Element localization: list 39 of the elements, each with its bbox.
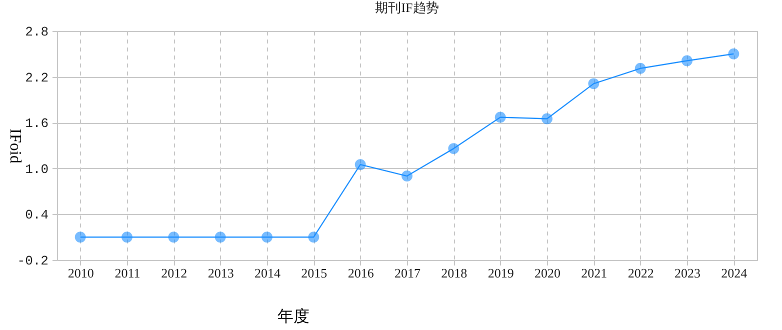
x-tick-label: 2013 (208, 266, 234, 280)
x-tick-label: 2018 (441, 266, 468, 280)
x-tick-label: 2011 (114, 266, 140, 280)
point (308, 232, 320, 243)
x-tick-label: 2016 (348, 266, 374, 280)
point (402, 170, 412, 182)
point (494, 112, 506, 123)
x-tick-label: 2024 (721, 266, 748, 280)
x-tick-label: 2015 (301, 266, 328, 280)
x-tick-label: 2021 (581, 266, 608, 280)
y-tick-label: 2.8 (25, 24, 48, 40)
y-tick-label: 1.6 (25, 116, 48, 132)
point (448, 143, 460, 154)
x-tick-label: 2012 (161, 266, 188, 280)
y-axis-title: IFoid (6, 128, 24, 164)
point (122, 232, 132, 243)
x-axis-title: 年度 (278, 308, 310, 326)
x-tick-label: 2014 (254, 266, 281, 280)
point (728, 48, 740, 60)
point (214, 232, 226, 243)
chart-title: 期刊IF趋势 (375, 0, 439, 15)
point (634, 62, 646, 74)
y-tick-label: 0.4 (25, 208, 49, 223)
x-tick-label: 2017 (394, 266, 421, 280)
y-tick-label: 2.2 (25, 70, 48, 86)
x-tick-label: 2022 (628, 266, 654, 280)
point (542, 113, 552, 124)
point (262, 232, 272, 243)
point (682, 55, 692, 66)
point (168, 232, 180, 243)
point (74, 232, 86, 243)
y-tick-label: -0.2 (17, 254, 48, 268)
x-tick-label: 2020 (534, 266, 560, 280)
point (588, 78, 600, 90)
point (354, 159, 366, 170)
y-tick-label: 1.0 (25, 162, 48, 177)
x-tick-label: 2010 (68, 266, 94, 280)
x-tick-label: 2019 (488, 266, 514, 280)
x-tick-label: 2023 (674, 266, 700, 280)
